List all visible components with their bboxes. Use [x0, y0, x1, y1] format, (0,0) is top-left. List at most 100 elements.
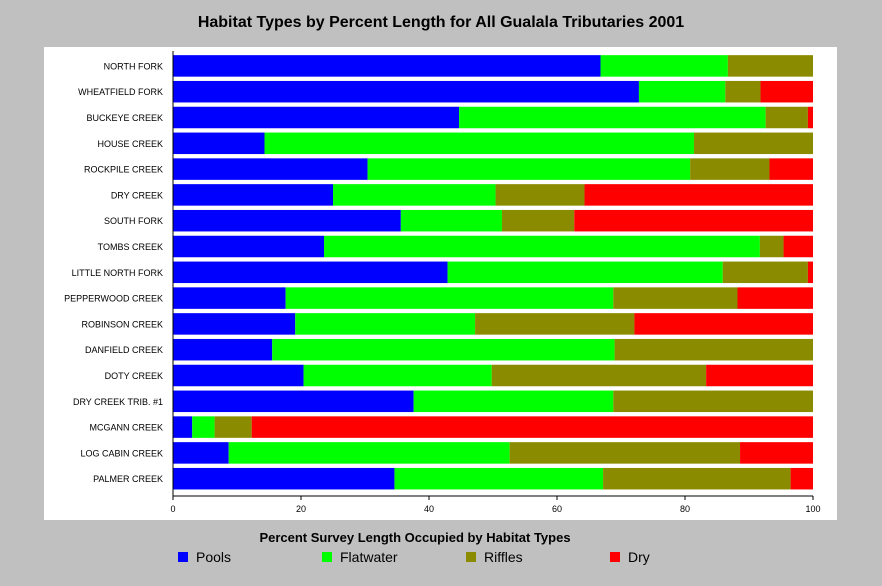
- y-tick-label-10: PEPPERWOOD CREEK: [64, 294, 163, 304]
- bar-dry-9: [807, 261, 813, 284]
- bar-pools-9: [173, 261, 448, 284]
- bar-flatwater-1: [600, 55, 728, 77]
- bar-riffles-10: [613, 287, 738, 309]
- y-tick-label-16: LOG CABIN CREEK: [80, 448, 163, 458]
- legend-label-riffles: Riffles: [484, 549, 523, 565]
- bar-dry-10: [737, 287, 813, 309]
- y-tick-label-7: SOUTH FORK: [104, 216, 163, 226]
- bar-pools-2: [173, 80, 639, 103]
- bar-pools-16: [173, 442, 229, 464]
- legend-swatch-riffles: [466, 552, 476, 562]
- bar-pools-14: [173, 390, 414, 413]
- bar-dry-16: [740, 442, 813, 464]
- y-tick-label-9: LITTLE NORTH FORK: [72, 268, 163, 278]
- bar-riffles-5: [690, 158, 770, 180]
- bar-pools-7: [173, 209, 401, 232]
- bar-riffles-15: [214, 416, 252, 438]
- bar-dry-2: [760, 80, 813, 103]
- bar-flatwater-5: [367, 158, 691, 180]
- bar-pools-6: [173, 184, 333, 206]
- bar-riffles-4: [693, 132, 813, 155]
- bar-dry-8: [783, 235, 813, 258]
- bar-riffles-13: [491, 364, 707, 387]
- y-tick-label-13: DOTY CREEK: [105, 371, 163, 381]
- legend-label-pools: Pools: [196, 549, 232, 565]
- bar-flatwater-13: [303, 364, 492, 387]
- bar-pools-17: [173, 467, 395, 490]
- legend-swatch-pools: [178, 552, 188, 562]
- bar-flatwater-2: [638, 80, 726, 103]
- x-axis-label: Percent Survey Length Occupied by Habita…: [259, 530, 571, 545]
- bar-riffles-6: [495, 184, 585, 206]
- bar-riffles-2: [725, 80, 761, 103]
- legend: Pools Flatwater Riffles Dry: [0, 548, 882, 572]
- x-tick-label-20: 20: [296, 504, 306, 514]
- legend-swatch-dry: [610, 552, 620, 562]
- x-tick-label-40: 40: [424, 504, 434, 514]
- bar-riffles-3: [765, 106, 808, 129]
- bar-riffles-16: [509, 442, 741, 464]
- y-tick-label-14: DRY CREEK TRIB. #1: [73, 397, 163, 407]
- bar-pools-15: [173, 416, 193, 438]
- legend-label-flatwater: Flatwater: [340, 549, 398, 565]
- bar-flatwater-7: [400, 209, 502, 232]
- y-tick-label-4: HOUSE CREEK: [97, 139, 163, 149]
- bar-pools-12: [173, 338, 273, 361]
- y-tick-label-11: ROBINSON CREEK: [81, 319, 163, 329]
- bar-dry-6: [584, 184, 813, 206]
- y-tick-label-15: MCGANN CREEK: [89, 423, 163, 433]
- y-tick-label-3: BUCKEYE CREEK: [86, 113, 163, 123]
- bar-dry-7: [574, 209, 813, 232]
- bar-flatwater-6: [333, 184, 496, 206]
- bar-dry-5: [769, 158, 813, 180]
- x-tick-label-80: 80: [680, 504, 690, 514]
- bar-pools-10: [173, 287, 286, 309]
- bar-riffles-1: [727, 55, 813, 77]
- bar-pools-11: [173, 313, 296, 335]
- bar-riffles-17: [603, 467, 791, 490]
- y-tick-label-6: DRY CREEK: [111, 190, 163, 200]
- bar-dry-13: [706, 364, 813, 387]
- bar-flatwater-11: [295, 313, 476, 335]
- x-tick-label-100: 100: [805, 504, 820, 514]
- bar-flatwater-10: [285, 287, 614, 309]
- bar-pools-5: [173, 158, 368, 180]
- bar-pools-4: [173, 132, 265, 155]
- bar-dry-11: [634, 313, 813, 335]
- bar-flatwater-8: [324, 235, 760, 258]
- bar-flatwater-12: [272, 338, 615, 361]
- bar-flatwater-4: [264, 132, 694, 155]
- bar-flatwater-15: [192, 416, 215, 438]
- bar-riffles-14: [613, 390, 813, 413]
- x-tick-label-60: 60: [552, 504, 562, 514]
- bar-pools-3: [173, 106, 460, 129]
- legend-label-dry: Dry: [628, 549, 650, 565]
- bar-riffles-8: [759, 235, 784, 258]
- y-tick-label-17: PALMER CREEK: [93, 474, 163, 484]
- bar-flatwater-9: [447, 261, 723, 284]
- bar-flatwater-14: [413, 390, 614, 413]
- plot-panel: NORTH FORK WHEATFIELD FORK BUCKEYE CREEK HO…: [44, 47, 837, 520]
- bar-pools-13: [173, 364, 304, 387]
- bar-pools-1: [173, 55, 601, 77]
- chart-title: Habitat Types by Percent Length for All …: [197, 14, 685, 31]
- legend-swatch-flatwater: [322, 552, 332, 562]
- bar-flatwater-17: [394, 467, 604, 490]
- bar-riffles-12: [614, 338, 813, 361]
- y-tick-label-1: NORTH FORK: [104, 61, 163, 71]
- bar-pools-8: [173, 235, 325, 258]
- bar-chart: NORTH FORK WHEATFIELD FORK BUCKEYE CREEK HO…: [64, 51, 821, 514]
- bar-flatwater-3: [459, 106, 766, 129]
- y-tick-label-5: ROCKPILE CREEK: [84, 165, 163, 175]
- bar-dry-15: [251, 416, 814, 438]
- bar-dry-17: [790, 467, 813, 490]
- x-tick-label-0: 0: [170, 504, 175, 514]
- bar-riffles-9: [722, 261, 808, 284]
- bar-riffles-11: [475, 313, 635, 335]
- y-tick-label-8: TOMBS CREEK: [98, 242, 163, 252]
- bar-dry-3: [807, 106, 813, 129]
- y-tick-label-2: WHEATFIELD FORK: [78, 87, 163, 97]
- y-tick-label-12: DANFIELD CREEK: [85, 345, 163, 355]
- bar-flatwater-16: [228, 442, 510, 464]
- bar-riffles-7: [501, 209, 575, 232]
